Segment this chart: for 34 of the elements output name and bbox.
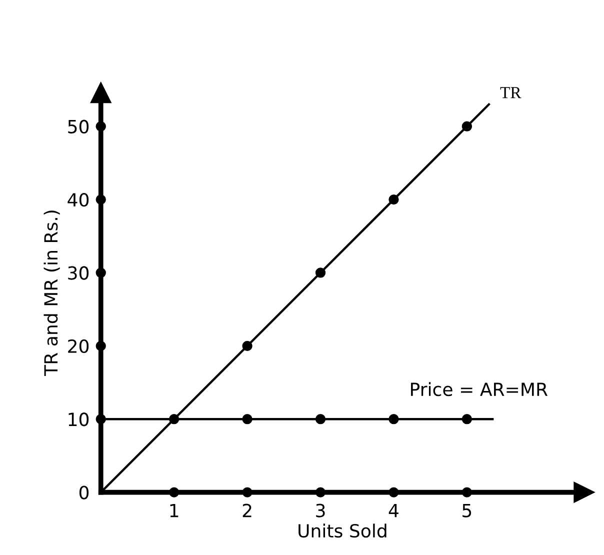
point (96, 268, 106, 278)
point (242, 487, 252, 498)
point (168, 487, 180, 498)
point (242, 340, 252, 351)
point (315, 487, 326, 498)
x-tick-label: 2 (242, 504, 252, 518)
series-label: TR (500, 87, 522, 98)
y-tick-label: 50 (68, 120, 89, 134)
point (315, 414, 326, 424)
point (96, 340, 106, 351)
point (242, 414, 252, 424)
y-axis-title: TR and MR (in Rs.) (44, 210, 60, 376)
y-tick-label: 30 (68, 266, 89, 280)
point (388, 487, 399, 498)
point (315, 268, 326, 278)
x-tick-label: 3 (316, 504, 325, 518)
point (168, 414, 180, 424)
y-tick-label: 10 (68, 412, 89, 426)
x-tick-label: 4 (388, 504, 398, 518)
x-tick-label: 5 (462, 504, 472, 518)
y-tick-label: 20 (68, 339, 89, 354)
point (388, 194, 399, 205)
point (462, 121, 472, 132)
point (462, 414, 472, 424)
point (462, 487, 472, 498)
point (96, 121, 106, 132)
series-label: Price = AR=MR (411, 382, 548, 396)
x-axis-title: Units Sold (298, 524, 386, 538)
point (388, 414, 399, 424)
y-tick-label: 0 (79, 486, 89, 500)
y-tick-label: 40 (68, 192, 89, 207)
x-tick-label: 1 (170, 504, 178, 518)
point (96, 414, 106, 424)
point (96, 194, 106, 205)
